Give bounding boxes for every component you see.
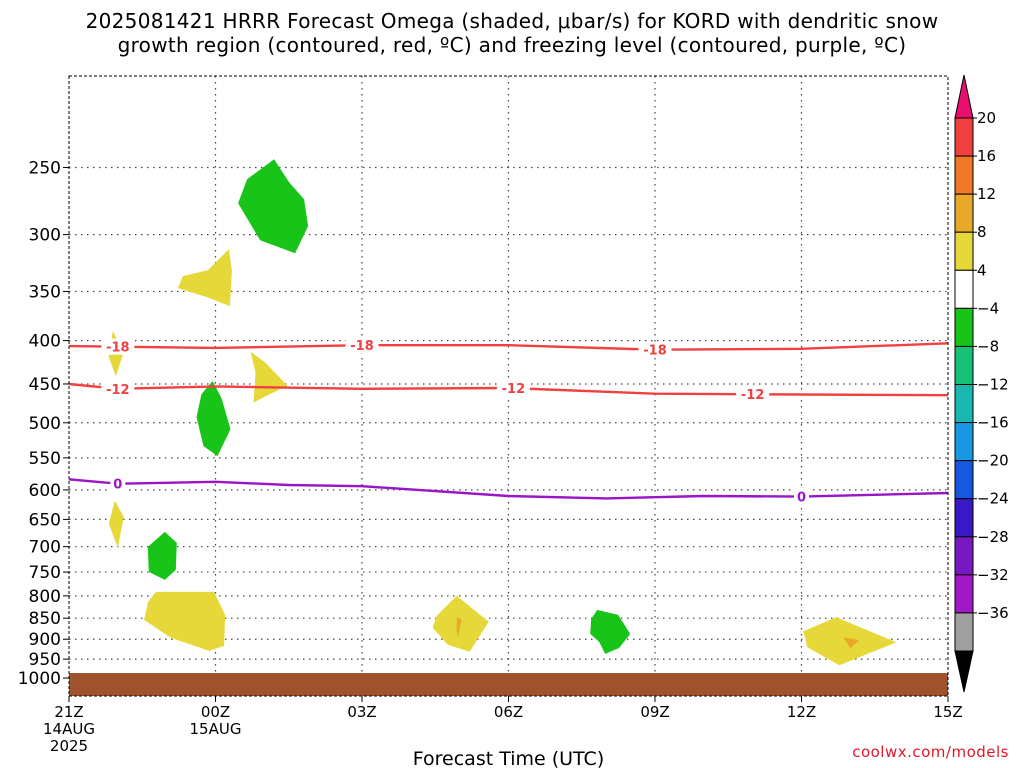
omega-region-8to12 <box>456 616 462 638</box>
chart-title-line-1: 2025081421 HRRR Forecast Omega (shaded, … <box>85 9 939 33</box>
contour-label: 0 <box>797 491 806 506</box>
colorbar-box <box>954 193 974 233</box>
colorbar-box <box>954 307 974 347</box>
colorbar-label: −8 <box>977 337 999 355</box>
ytick-label: 250 <box>29 159 61 179</box>
ytick-label: 600 <box>29 481 61 501</box>
ytick-label: 500 <box>29 414 61 434</box>
colorbar-label: −16 <box>977 414 1009 432</box>
contour-label-bg <box>496 380 530 397</box>
contour-label: -18 <box>643 344 667 359</box>
xtick-label: 09Z <box>640 703 669 721</box>
ytick-label: 650 <box>29 510 61 530</box>
colorbar-box <box>954 231 974 271</box>
omega-region-4to8 <box>144 591 226 651</box>
colorbar-label: −24 <box>977 490 1009 508</box>
colorbar-bottom-arrow <box>954 650 974 693</box>
colorbar-box <box>954 269 974 309</box>
ytick-label: 900 <box>29 630 61 650</box>
colorbar-box <box>954 117 974 157</box>
colorbar-box <box>954 155 974 195</box>
colorbar-label: −32 <box>977 566 1009 584</box>
ytick-label: 850 <box>29 609 61 629</box>
omega-region--4to-8 <box>147 531 177 580</box>
contour-label-bg <box>110 475 126 492</box>
omega-region-4to8 <box>177 249 232 307</box>
contours-layer: -18 -18 -18 -12 -12 -12 0 0 <box>68 337 949 506</box>
plot-border <box>68 75 949 697</box>
contour-line-2 <box>68 478 949 500</box>
contour-label: -12 <box>502 382 526 397</box>
colorbar-box <box>954 536 974 576</box>
colorbar-box <box>954 612 974 652</box>
ground-layer <box>69 673 948 696</box>
colorbar-label: −20 <box>977 452 1009 470</box>
chart-title-line-2: growth region (contoured, red, ºC) and f… <box>117 33 907 57</box>
xtick-label: 21Z <box>54 703 83 721</box>
colorbar-label: −28 <box>977 528 1009 546</box>
plot-frame <box>68 75 949 697</box>
colorbar-label: 12 <box>977 185 996 203</box>
ytick-label: 1000 <box>18 669 61 689</box>
omega-region--4to-8 <box>196 381 231 457</box>
ytick-label: 450 <box>29 375 61 395</box>
xtick-label: 15AUG <box>190 720 242 738</box>
xtick-label: 03Z <box>347 703 376 721</box>
ytick-label: 350 <box>29 282 61 302</box>
ytick-label: 800 <box>29 587 61 607</box>
colorbar-label: −12 <box>977 376 1009 394</box>
colorbar-label: −36 <box>977 604 1009 622</box>
omega-region-4to8 <box>108 500 124 548</box>
colorbar-box <box>954 498 974 538</box>
colorbar-label: 4 <box>977 261 987 279</box>
ytick-label: 950 <box>29 650 61 670</box>
ytick-label: 750 <box>29 563 61 583</box>
colorbar: 20 16 12 8 4 −4 −8 −12 −16 −20 −24 −28 −32 −36 <box>954 74 1009 693</box>
contour-label: -12 <box>106 383 130 398</box>
colorbar-label: 16 <box>977 147 996 165</box>
axes-layer: 2503003504004505005506006507007508008509… <box>18 159 963 768</box>
contour-label-bg <box>101 338 135 355</box>
contour-line-0 <box>68 342 949 351</box>
xtick-label: 14AUG <box>43 720 95 738</box>
colorbar-label: 20 <box>977 109 996 127</box>
ytick-label: 700 <box>29 538 61 558</box>
omega-region--4to-8 <box>238 159 309 254</box>
colorbar-top-arrow <box>954 74 974 119</box>
ytick-label: 550 <box>29 449 61 469</box>
ground-fill <box>69 673 948 696</box>
colorbar-box <box>954 422 974 462</box>
xtick-label: 00Z <box>201 703 230 721</box>
xtick-label: 06Z <box>494 703 523 721</box>
credit-text: coolwx.com/models <box>852 743 1009 761</box>
ytick-label: 300 <box>29 226 61 246</box>
xtick-label: 15Z <box>933 703 962 721</box>
contour-label-bg <box>101 380 135 397</box>
contour-label-bg <box>345 337 379 354</box>
contour-label: 0 <box>113 478 122 493</box>
colorbar-box <box>954 460 974 500</box>
contour-label: -18 <box>350 339 374 354</box>
omega-region--4to-8 <box>590 609 631 654</box>
x-axis-label: Forecast Time (UTC) <box>413 748 604 768</box>
contour-label-bg <box>794 488 809 505</box>
ytick-label: 400 <box>29 332 61 352</box>
omega-region-8to12 <box>843 637 860 649</box>
colorbar-box <box>954 345 974 385</box>
contour-label-bg <box>736 386 770 403</box>
colorbar-box <box>954 574 974 614</box>
colorbar-label: 8 <box>977 223 987 241</box>
contour-label: -12 <box>741 388 765 403</box>
colorbar-box <box>954 384 974 424</box>
colorbar-label: −4 <box>977 299 999 317</box>
xtick-label: 2025 <box>50 737 88 755</box>
xtick-label: 12Z <box>787 703 816 721</box>
contour-label: -18 <box>106 341 130 356</box>
contour-label-bg <box>638 341 672 358</box>
omega-region-4to8 <box>250 351 288 403</box>
